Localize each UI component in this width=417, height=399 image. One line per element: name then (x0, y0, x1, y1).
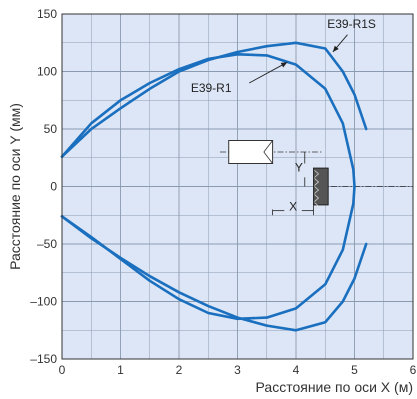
series-line-e39-r1s (60, 41, 368, 332)
y-tick-label: –100 (30, 295, 57, 309)
annotation-label: E39-R1 (191, 81, 232, 95)
x-tick-label: 4 (293, 363, 300, 377)
annotation-label: E39-R1S (327, 17, 376, 31)
series-lines (60, 41, 368, 332)
reflector-target (313, 167, 329, 206)
y-tick-labels: –150 –100 –50 0 50 100 150 (30, 7, 57, 366)
annotation-arrowhead (280, 62, 288, 68)
annotation-label: Y (295, 161, 303, 175)
x-tick-label: 6 (410, 363, 417, 377)
y-tick-label: 50 (44, 122, 58, 136)
sensor-diagram (219, 140, 413, 216)
x-tick-label: 2 (176, 363, 183, 377)
x-tick-label: 0 (59, 363, 66, 377)
reflector-facet (314, 170, 320, 178)
y-tick-label: 0 (50, 180, 57, 194)
annotation-leader-line (248, 61, 288, 84)
sensor-lens-line (263, 151, 273, 164)
y-axis-label: Расстояние по оси Y (мм) (7, 103, 23, 270)
reflector-facet (314, 178, 320, 186)
annotations: E39-R1S E39-R1 Y X (191, 17, 376, 214)
y-tick-label: 100 (37, 65, 57, 79)
reflector-facet (314, 202, 320, 210)
sensor-body (228, 140, 274, 164)
x-tick-label: 5 (351, 363, 358, 377)
x-tick-label: 1 (117, 363, 124, 377)
plot-frame (61, 13, 414, 360)
annotation-leaders (248, 34, 348, 84)
series-line-e39-r1 (60, 53, 356, 321)
annotation-label: X (289, 200, 297, 214)
sensor-lens-line (263, 140, 273, 153)
reflector-facet (314, 186, 320, 194)
y-tick-label: 150 (37, 7, 57, 21)
x-tick-labels: 0 1 2 3 4 5 6 (59, 363, 417, 377)
x-axis-label: Расстояние по оси X (м) (256, 379, 413, 395)
x-tick-label: 3 (234, 363, 241, 377)
y-tick-label: –150 (30, 352, 57, 366)
y-tick-label: –50 (37, 237, 57, 251)
annotation-arrowhead (332, 45, 339, 52)
reflector-facet (314, 194, 320, 202)
